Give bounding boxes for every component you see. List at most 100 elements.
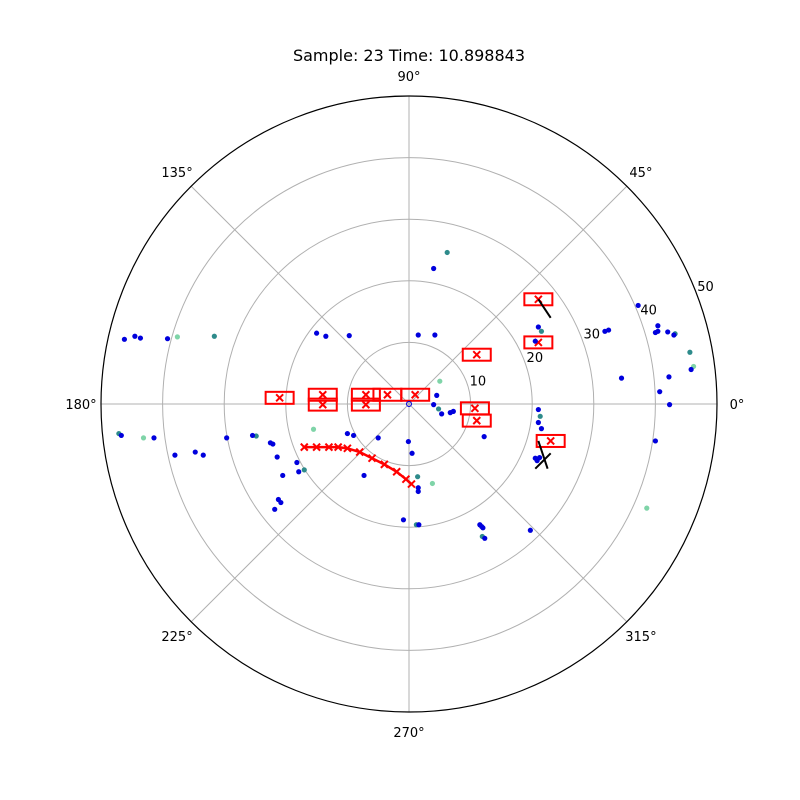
lidar-point (535, 406, 541, 413)
lidar-point (192, 449, 198, 455)
lidar-point (314, 330, 320, 336)
trajectory-marker (380, 460, 389, 469)
lidar-point (409, 450, 415, 456)
theta-tick-label: 225° (161, 630, 192, 645)
lidar-point (350, 432, 357, 439)
origin-marker (406, 401, 412, 407)
lidar-point (270, 441, 276, 447)
lidar-point (666, 402, 673, 408)
lidar-point (431, 265, 437, 272)
lidar-point (400, 517, 407, 523)
object-box (523, 292, 554, 307)
trajectory-marker (407, 479, 416, 489)
lidar-point (405, 438, 411, 445)
lidar-point (618, 375, 625, 381)
lidar-point (537, 413, 543, 419)
lidar-point (444, 249, 450, 256)
object-box (350, 387, 381, 402)
object-center-marker (318, 390, 327, 399)
lidar-point (224, 435, 230, 441)
object-box (461, 347, 492, 362)
lidar-point (280, 472, 286, 479)
lidar-point (687, 349, 693, 355)
lidar-point (644, 505, 650, 511)
velocity-line (537, 298, 552, 319)
lidar-point (301, 467, 307, 473)
lidar-point (527, 527, 533, 533)
lidar-point (274, 454, 280, 460)
lidar-point (538, 328, 545, 334)
lidar-point (249, 432, 256, 439)
lidar-point (174, 334, 180, 340)
lidar-point (535, 419, 541, 426)
lidar-point (534, 458, 540, 464)
lidar-point (415, 332, 421, 338)
trajectory-marker (312, 442, 321, 452)
lidar-point (435, 406, 442, 412)
object-center-marker (546, 436, 555, 446)
object-center-marker (318, 400, 327, 409)
velocity-line (537, 440, 549, 469)
lidar-point (278, 499, 284, 506)
lidar-point (429, 480, 436, 487)
lidar-point (481, 434, 487, 440)
lidar-point (294, 459, 300, 466)
object-center-marker (361, 400, 371, 409)
lidar-point (323, 333, 329, 339)
angular-gridline (190, 403, 410, 623)
theta-tick-label: 135° (161, 166, 192, 181)
angular-gridline (408, 403, 628, 623)
object-center-marker (383, 390, 392, 399)
object-box (461, 413, 492, 428)
lidar-point (140, 435, 147, 441)
lidar-point (164, 336, 171, 342)
theta-tick-label: 45° (629, 166, 652, 181)
chart-title: Sample: 23 Time: 10.898843 (293, 46, 525, 65)
velocity-line (534, 452, 552, 470)
lidar-point (296, 469, 302, 475)
lidar-point (652, 329, 659, 336)
lidar-point (538, 426, 545, 432)
lidar-point (671, 332, 677, 338)
lidar-point (688, 366, 694, 373)
trajectory-marker (343, 444, 352, 453)
lidar-point (200, 452, 206, 458)
lidar-point (450, 408, 456, 414)
object-box (350, 397, 381, 412)
lidar-point (344, 430, 350, 437)
radial-tick-label: 40 (640, 304, 657, 319)
theta-tick-label: 180° (65, 398, 96, 413)
radial-tick-label: 50 (697, 280, 714, 295)
tick-labels: 0° 45° 90° 135° 180° 225° 270° 315° 10 20 30 40 50 (65, 70, 744, 741)
lidar-point (666, 374, 672, 380)
object-center-marker (472, 416, 481, 425)
polar-frame (100, 95, 718, 713)
lidar-point (439, 411, 445, 417)
trajectory-marker (367, 454, 377, 463)
lidar-point (132, 333, 138, 339)
object-center-marker (472, 350, 481, 359)
lidar-point (361, 472, 367, 479)
trajectory-marker (392, 467, 401, 476)
trajectory-marker (300, 442, 309, 452)
lidar-point (655, 323, 661, 329)
lidar-point (535, 324, 541, 330)
lidar-point (415, 488, 421, 495)
lidar-point (121, 336, 128, 342)
data-layer (116, 249, 725, 541)
lidar-point (151, 435, 157, 441)
lidar-point (657, 389, 663, 395)
lidar-point (482, 535, 488, 541)
lidar-point (432, 332, 438, 338)
object-box (535, 433, 566, 448)
lidar-point (720, 408, 725, 413)
object-center-marker (275, 393, 284, 403)
polar-grid (100, 95, 718, 713)
theta-tick-label: 315° (625, 630, 656, 645)
trajectory-marker (333, 442, 343, 452)
object-center-marker (410, 390, 420, 399)
radial-tick-label: 20 (527, 351, 544, 366)
lidar-point (652, 438, 659, 444)
lidar-point (415, 485, 421, 491)
